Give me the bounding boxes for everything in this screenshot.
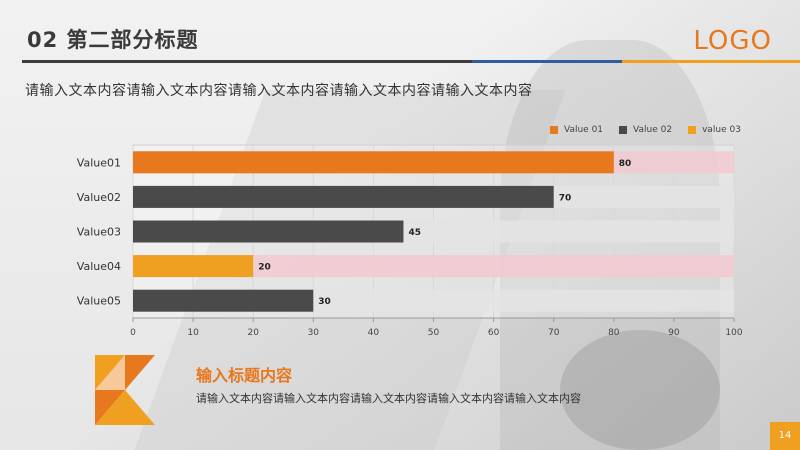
- x-tick-label: 0: [130, 328, 136, 338]
- header-rule: [622, 60, 800, 63]
- x-tick-label: 70: [548, 328, 560, 338]
- legend-label: value 03: [702, 125, 741, 135]
- x-tick-label: 20: [247, 328, 259, 338]
- triangle-logo-icon: [95, 355, 155, 425]
- data-label: 20: [258, 263, 271, 273]
- legend-swatch: [619, 126, 628, 134]
- data-label: 70: [559, 193, 572, 203]
- legend-swatch: [688, 126, 697, 134]
- data-label: 45: [408, 228, 421, 238]
- legend-item: value 03: [688, 125, 741, 135]
- legend-label: Value 02: [633, 125, 673, 135]
- bar: [133, 185, 554, 208]
- legend-item: Value 02: [619, 125, 672, 135]
- category-label: Value04: [77, 260, 121, 273]
- bar: [133, 255, 254, 278]
- category-label: Value05: [77, 295, 121, 308]
- category-label: Value01: [77, 156, 121, 169]
- page-title: 02 第二部分标题: [27, 28, 199, 52]
- page-number: 14: [770, 422, 800, 450]
- legend-swatch: [550, 126, 558, 134]
- data-label: 80: [619, 159, 632, 169]
- bar: [133, 220, 404, 243]
- header-rule: [472, 60, 622, 63]
- logo: LOGO: [693, 26, 772, 56]
- x-tick-label: 90: [668, 328, 680, 338]
- category-label: Value03: [77, 226, 121, 239]
- background-shape: [560, 330, 720, 450]
- bar: [133, 151, 614, 174]
- bar-track: [133, 255, 734, 278]
- x-tick-label: 80: [608, 328, 620, 338]
- data-label: 30: [318, 297, 331, 307]
- x-tick-label: 60: [488, 328, 500, 338]
- footer-body: 请输入文本内容请输入文本内容请输入文本内容请输入文本内容请输入文本内容: [196, 392, 581, 405]
- x-tick-label: 10: [187, 328, 199, 338]
- footer-title: 输入标题内容: [196, 366, 293, 385]
- legend-label: Value 01: [564, 125, 604, 135]
- chart-legend: Value 01 Value 02 value 03: [550, 125, 741, 135]
- x-tick-label: 40: [368, 328, 380, 338]
- x-tick-label: 50: [428, 328, 440, 338]
- x-tick-label: 30: [308, 328, 320, 338]
- bar: [133, 289, 314, 312]
- background-shape: [500, 40, 720, 450]
- header-rule: [22, 60, 472, 63]
- category-label: Value02: [77, 191, 121, 204]
- x-tick-label: 100: [725, 328, 742, 338]
- legend-item: Value 01: [550, 125, 603, 135]
- subtitle-text: 请输入文本内容请输入文本内容请输入文本内容请输入文本内容请输入文本内容: [25, 83, 533, 99]
